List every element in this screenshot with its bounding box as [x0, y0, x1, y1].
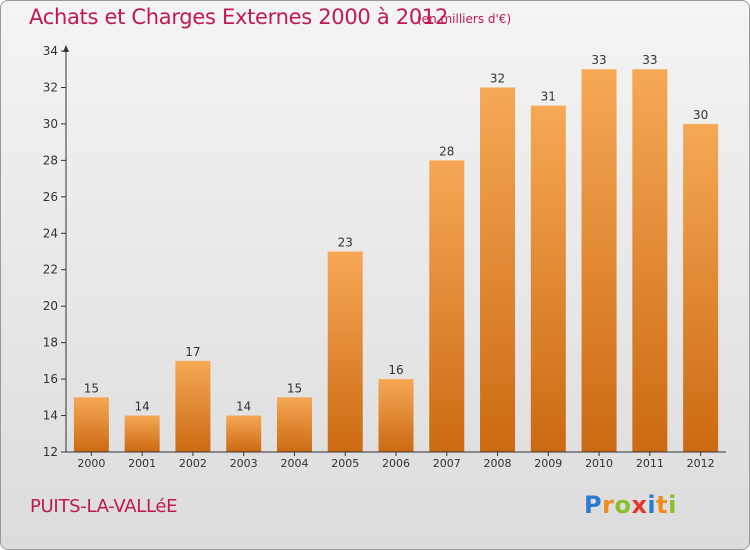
value-label-2012: 30 — [693, 108, 708, 122]
value-label-2011: 33 — [642, 53, 657, 67]
value-label-2001: 14 — [135, 400, 150, 414]
logo-letter: x — [631, 491, 648, 519]
value-label-2003: 14 — [236, 400, 251, 414]
x-tick-label-2001: 2001 — [128, 457, 156, 470]
x-tick-label-2003: 2003 — [230, 457, 258, 470]
y-tick-label-20: 20 — [43, 299, 58, 313]
logo-letter: o — [614, 491, 632, 519]
x-tick-label-2011: 2011 — [636, 457, 664, 470]
bar-2010 — [581, 69, 617, 453]
value-label-2007: 28 — [439, 144, 454, 158]
bar-2012 — [683, 123, 719, 452]
y-tick-label-26: 26 — [43, 190, 58, 204]
y-tick-label-34: 34 — [43, 44, 58, 58]
value-label-2006: 16 — [388, 363, 403, 377]
logo-letter: r — [602, 491, 615, 519]
commune-name: PUITS-LA-VALLéE — [30, 496, 178, 517]
x-tick-label-2009: 2009 — [534, 457, 562, 470]
y-tick-label-12: 12 — [43, 445, 58, 459]
x-tick-label-2000: 2000 — [77, 457, 105, 470]
x-tick-label-2008: 2008 — [484, 457, 512, 470]
x-tick-label-2006: 2006 — [382, 457, 410, 470]
logo-letter: t — [656, 491, 669, 519]
proxiti-logo: Proxiti — [584, 491, 677, 519]
bar-2009 — [530, 105, 566, 452]
y-tick-label-32: 32 — [43, 80, 58, 94]
y-tick-label-28: 28 — [43, 153, 58, 167]
value-label-2009: 31 — [541, 90, 556, 104]
bar-2001 — [124, 415, 160, 452]
bar-2005 — [327, 251, 363, 452]
x-tick-label-2007: 2007 — [433, 457, 461, 470]
value-label-2000: 15 — [84, 381, 99, 395]
y-tick-label-24: 24 — [43, 226, 58, 240]
bar-2003 — [226, 415, 262, 452]
bar-2002 — [175, 360, 211, 452]
x-tick-label-2005: 2005 — [331, 457, 359, 470]
x-tick-label-2002: 2002 — [179, 457, 207, 470]
bar-2008 — [480, 87, 516, 453]
x-tick-label-2012: 2012 — [687, 457, 715, 470]
chart-subtitle: (en milliers d'€) — [417, 12, 512, 26]
value-label-2008: 32 — [490, 71, 505, 85]
logo-letter: i — [668, 491, 677, 519]
y-tick-label-22: 22 — [43, 263, 58, 277]
value-label-2010: 33 — [591, 53, 606, 67]
bar-2007 — [429, 160, 465, 452]
bar-2006 — [378, 379, 414, 452]
y-tick-label-16: 16 — [43, 372, 58, 386]
logo-letter: i — [647, 491, 657, 519]
y-tick-label-30: 30 — [43, 117, 58, 131]
x-tick-label-2004: 2004 — [280, 457, 308, 470]
chart-title: Achats et Charges Externes 2000 à 2012 — [29, 5, 449, 29]
y-tick-label-14: 14 — [43, 409, 58, 423]
y-tick-label-18: 18 — [43, 336, 58, 350]
bar-2004 — [276, 397, 312, 452]
bar-2011 — [632, 69, 668, 453]
value-label-2004: 15 — [287, 381, 302, 395]
y-axis-arrow — [63, 45, 69, 52]
x-tick-label-2010: 2010 — [585, 457, 613, 470]
logo-letter: P — [584, 491, 603, 519]
bar-2000 — [73, 397, 109, 452]
value-label-2002: 17 — [185, 345, 200, 359]
value-label-2005: 23 — [338, 236, 353, 250]
